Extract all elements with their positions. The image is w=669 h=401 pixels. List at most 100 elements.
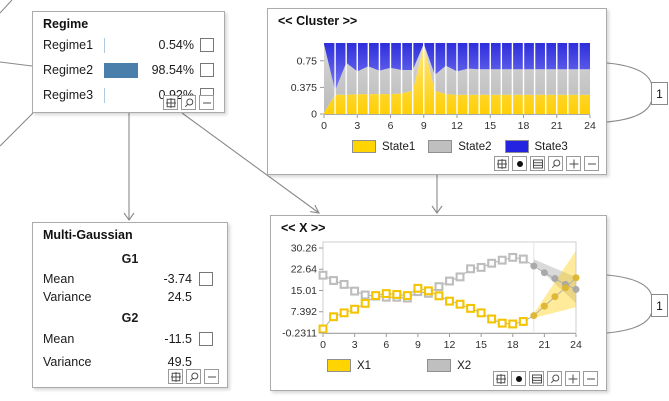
- panel-toolbar: [494, 156, 599, 171]
- minus-icon-button[interactable]: [199, 95, 214, 110]
- legend-label: X2: [457, 359, 472, 372]
- param-value: -3.74: [163, 272, 193, 286]
- svg-text:21: 21: [551, 120, 563, 132]
- dot-icon: [515, 375, 522, 382]
- dot-icon-button[interactable]: [512, 156, 527, 171]
- panel-title: Multi-Gaussian: [43, 228, 133, 242]
- svg-text:9: 9: [415, 339, 421, 351]
- evidence-checkbox[interactable]: [199, 332, 213, 346]
- minus-icon: [207, 376, 216, 377]
- svg-text:3: 3: [354, 120, 360, 132]
- zoom-icon-button[interactable]: [548, 156, 563, 171]
- svg-text:0: 0: [320, 339, 326, 351]
- svg-text:15.01: 15.01: [291, 285, 317, 297]
- edge-regime-to-x: [181, 112, 320, 214]
- svg-text:6: 6: [388, 120, 394, 132]
- dot-icon-button[interactable]: [511, 371, 526, 386]
- svg-text:0.375: 0.375: [291, 82, 317, 94]
- x-forecast-chart-panel: << X >> 0 3 6 9 12 15 18 21 24 30.26 22.64 15.01 7.3…: [270, 215, 607, 391]
- link-bundle-x: [606, 274, 653, 334]
- svg-text:22.64: 22.64: [291, 264, 317, 276]
- svg-text:9: 9: [421, 120, 427, 132]
- bars-icon: [531, 374, 542, 383]
- zoom-icon-button[interactable]: [186, 369, 201, 384]
- panel-toolbar: [493, 371, 598, 386]
- svg-text:24: 24: [584, 120, 596, 132]
- cluster-legend: State1 State2 State3: [352, 140, 581, 153]
- bars-icon-button[interactable]: [530, 156, 545, 171]
- param-value: 24.5: [167, 290, 192, 304]
- probability-bar: [104, 38, 105, 53]
- svg-text:18: 18: [518, 120, 530, 132]
- param-label: Mean: [43, 332, 75, 346]
- svg-text:12: 12: [444, 339, 456, 351]
- regime-row-2: Regime2 98.54%: [33, 62, 224, 80]
- probability-bar: [104, 63, 138, 78]
- cluster-link-count-node[interactable]: 1: [651, 82, 668, 105]
- zoom-icon-button[interactable]: [181, 95, 196, 110]
- state-label: Regime2: [43, 63, 94, 77]
- grid-icon-button[interactable]: [493, 371, 508, 386]
- evidence-checkbox[interactable]: [200, 63, 214, 77]
- plus-icon: [569, 159, 578, 168]
- g2-variance-row: Variance 49.5: [33, 354, 227, 372]
- grid-icon-button[interactable]: [163, 95, 178, 110]
- panel-toolbar: [163, 95, 214, 110]
- svg-text:18: 18: [507, 339, 519, 351]
- probability-value: 98.54%: [151, 63, 194, 77]
- zoom-icon: [184, 98, 193, 107]
- svg-text:7.392: 7.392: [291, 306, 317, 318]
- legend-swatch-icon: [327, 359, 351, 372]
- grid-icon: [165, 97, 176, 108]
- edge-cluster-to-x: [431, 175, 443, 214]
- grid-icon-button[interactable]: [168, 369, 183, 384]
- g2-mean-row: Mean -11.5: [33, 331, 227, 349]
- svg-text:15: 15: [484, 120, 496, 132]
- evidence-checkbox[interactable]: [199, 272, 213, 286]
- minus-icon-button[interactable]: [584, 156, 599, 171]
- panel-title: Regime: [43, 17, 89, 31]
- edge-regime-offscreen: [0, 112, 34, 147]
- g1-variance-row: Variance 24.5: [33, 289, 227, 307]
- cluster-stacked-area-chart: 0 3 6 9 12 15 18 21 24 0 0.375 0.75: [291, 43, 596, 132]
- evidence-checkbox[interactable]: [200, 38, 214, 52]
- legend-item-X1: X1: [327, 359, 371, 372]
- grid-icon: [496, 158, 507, 169]
- grid-icon: [170, 371, 181, 382]
- multi-gaussian-monitor-panel: Multi-Gaussian G1 Mean -3.74 Variance 24…: [32, 222, 228, 388]
- x-link-count-node[interactable]: 1: [651, 294, 668, 317]
- svg-text:12: 12: [451, 120, 463, 132]
- state-label: Regime1: [43, 38, 94, 52]
- plus-icon-button[interactable]: [565, 371, 580, 386]
- minus-icon: [587, 163, 596, 164]
- edge-offscreen-top-left: [0, 0, 13, 14]
- zoom-icon: [189, 372, 198, 381]
- legend-swatch-icon: [352, 140, 376, 153]
- g1-mean-row: Mean -3.74: [33, 271, 227, 289]
- minus-icon-button[interactable]: [204, 369, 219, 384]
- svg-text:0: 0: [321, 120, 327, 132]
- svg-text:6: 6: [383, 339, 389, 351]
- svg-text:15: 15: [475, 339, 487, 351]
- bars-icon: [532, 159, 543, 168]
- zoom-icon: [550, 374, 559, 383]
- legend-label: State1: [382, 140, 416, 153]
- bars-icon-button[interactable]: [529, 371, 544, 386]
- legend-swatch-icon: [427, 359, 452, 372]
- svg-text:3: 3: [352, 339, 358, 351]
- regime-monitor-panel: Regime Regime1 0.54% Regime2 98.54% Regi…: [32, 11, 225, 113]
- regime-row-1: Regime1 0.54%: [33, 37, 224, 55]
- plus-icon-button[interactable]: [566, 156, 581, 171]
- param-label: Variance: [43, 290, 92, 304]
- svg-text:-0.2311: -0.2311: [282, 328, 317, 340]
- minus-icon-button[interactable]: [583, 371, 598, 386]
- grid-icon-button[interactable]: [494, 156, 509, 171]
- group-header-g1: G1: [121, 252, 139, 266]
- edge-into-regime: [0, 61, 33, 67]
- zoom-icon-button[interactable]: [547, 371, 562, 386]
- probability-value: 0.54%: [158, 38, 194, 52]
- probability-bar-track: [104, 38, 140, 53]
- panel-toolbar: [168, 369, 219, 384]
- legend-item-State2: State2: [428, 140, 492, 153]
- panel-title: << Cluster >>: [278, 14, 358, 28]
